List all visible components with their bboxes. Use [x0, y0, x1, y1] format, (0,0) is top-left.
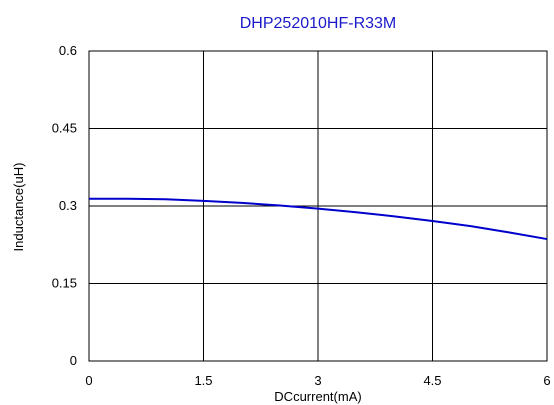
- chart-title: DHP252010HF-R33M: [240, 15, 397, 32]
- x-tick-label: 4.5: [423, 373, 441, 388]
- grid: [88, 50, 548, 362]
- series-line-0: [89, 197, 548, 241]
- y-tick-label: 0.6: [59, 43, 77, 58]
- x-tick-label: 3: [314, 373, 321, 388]
- plot-frame: [88, 50, 548, 362]
- y-axis-ticks: 0 0.15 0.3 0.45 0.6: [52, 43, 77, 368]
- y-tick-label: 0.15: [52, 276, 77, 291]
- y-tick-label: 0: [70, 353, 77, 368]
- y-tick-label: 0.45: [52, 121, 77, 136]
- series-layer: [89, 197, 548, 241]
- y-tick-label: 0.3: [59, 198, 77, 213]
- x-tick-label: 1.5: [194, 373, 212, 388]
- x-axis-label: DCcurrent(mA): [274, 389, 361, 404]
- x-tick-label: 6: [543, 373, 550, 388]
- x-tick-label: 0: [85, 373, 92, 388]
- x-axis-ticks: 0 1.5 3 4.5 6: [85, 373, 550, 388]
- y-axis-label: Inductance(uH): [11, 163, 26, 252]
